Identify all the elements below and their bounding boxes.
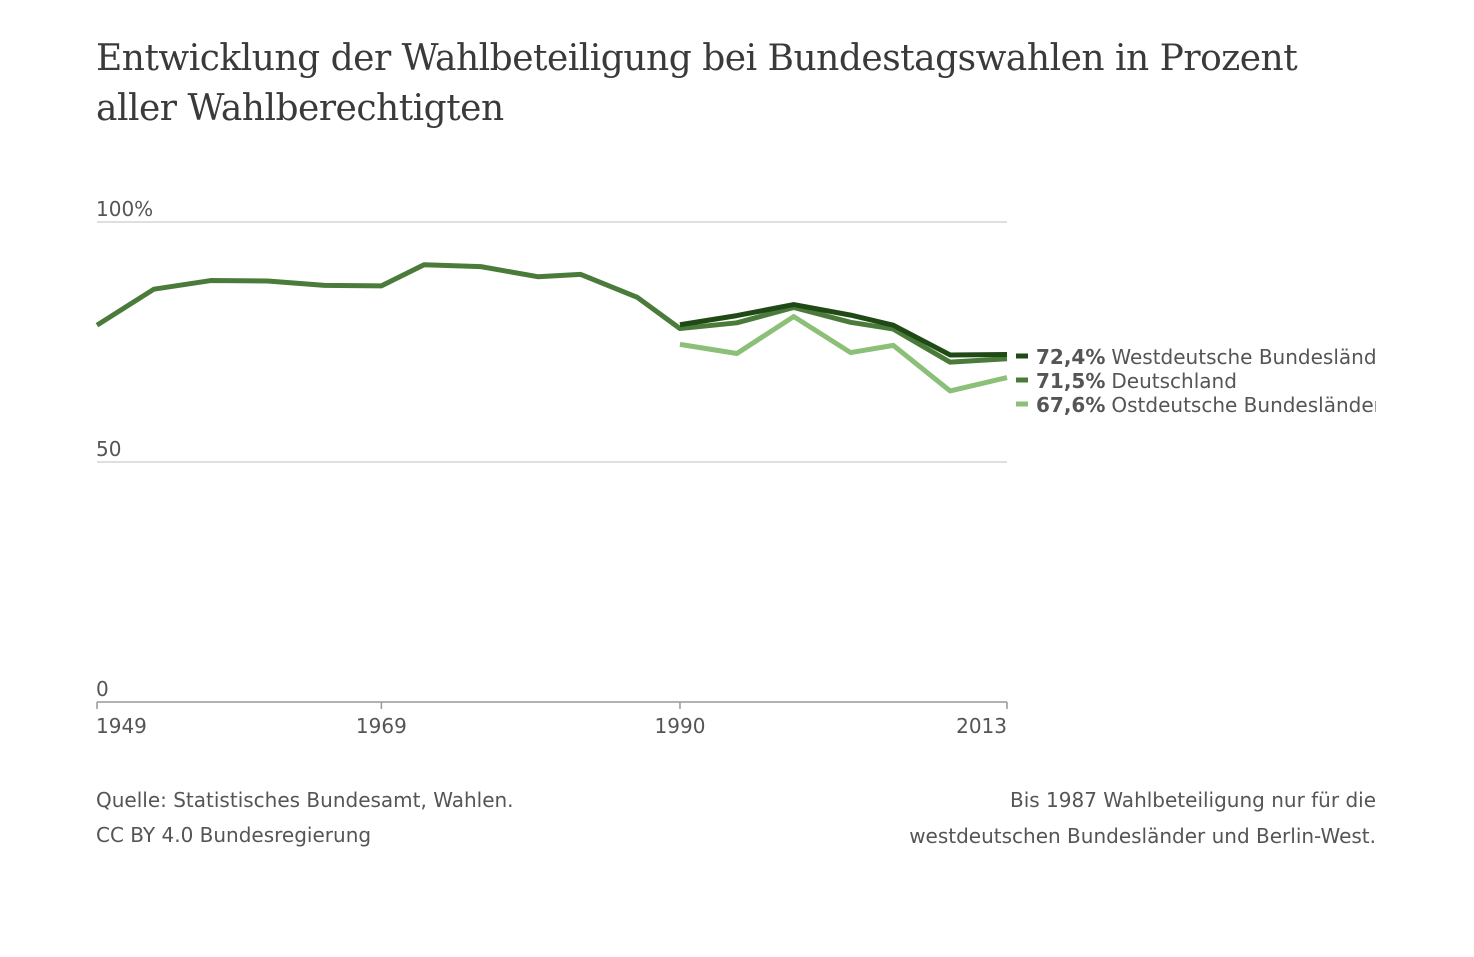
license: CC BY 4.0 Bundesregierung (96, 823, 372, 847)
y-tick-label: 50 (96, 437, 121, 461)
value-label: 72,4% (1036, 345, 1105, 369)
legend-name: Westdeutsche Bundesländer (1111, 345, 1397, 369)
line (679, 302, 1008, 358)
source: Quelle: Statistisches Bundesamt, Wahlen. (96, 788, 514, 812)
legend-label: 72,4% Westdeutsche Bundesländer (1036, 345, 1398, 369)
legend-label: 71,5% Deutschland (1036, 369, 1237, 393)
line (679, 314, 1008, 394)
legend-label: 67,6% Ostdeutsche Bundesländer (1036, 393, 1383, 417)
legend-name: Deutschland (1111, 369, 1237, 393)
value-label: 71,5% (1036, 369, 1105, 393)
x-tick-label: 1990 (655, 714, 706, 738)
line (95, 262, 1008, 365)
note: Bis 1987 Wahlbeteiligung nur für die wes… (909, 788, 1376, 848)
x-tick-label: 2013 (956, 714, 1007, 738)
legend-name: Ostdeutsche Bundesländer (1111, 393, 1382, 417)
x-tick-label: 1969 (356, 714, 407, 738)
chart-title: Entwicklung der Wahlbeteiligung bei Bund… (96, 38, 1298, 129)
y-tick-label: 0 (96, 677, 109, 701)
y-tick-label: 100% (96, 197, 153, 221)
value-label: 67,6% (1036, 393, 1105, 417)
x-tick-label: 1949 (96, 714, 147, 738)
